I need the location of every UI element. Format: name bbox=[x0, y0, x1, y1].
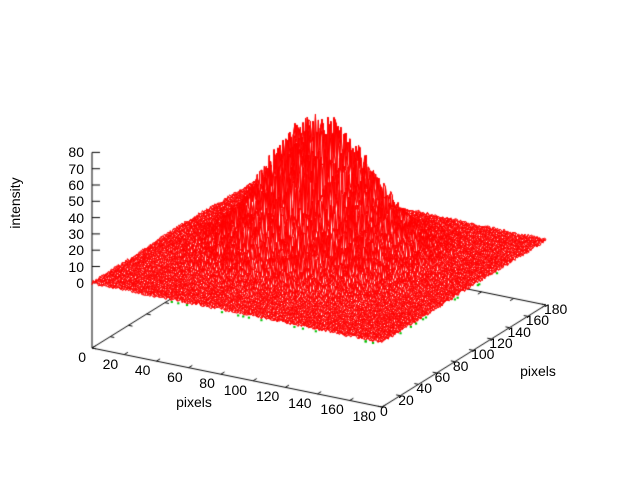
x-tick-label: 20 bbox=[102, 355, 119, 372]
y-tick-label: 140 bbox=[507, 323, 531, 340]
y-tick-label: 80 bbox=[452, 357, 469, 374]
z-tick-label: 70 bbox=[68, 160, 84, 177]
z-axis-title: intensity bbox=[7, 177, 23, 229]
x-tick-label: 40 bbox=[134, 362, 151, 379]
y-tick-label: 0 bbox=[379, 403, 388, 420]
x-tick-label: 160 bbox=[320, 401, 344, 418]
y-tick-label: 160 bbox=[525, 312, 550, 329]
z-tick-label: 20 bbox=[68, 242, 84, 259]
y-tick-label: 20 bbox=[398, 391, 414, 408]
x-tick-label: 100 bbox=[223, 381, 248, 398]
y-tick-label: 100 bbox=[471, 346, 495, 363]
x-tick-label: 80 bbox=[199, 375, 215, 392]
y-tick-label: 120 bbox=[489, 335, 513, 351]
y-tick-label: 60 bbox=[434, 369, 451, 386]
z-tick-label: 40 bbox=[68, 209, 84, 226]
z-tick-label: 50 bbox=[68, 193, 84, 210]
z-tick-label: 60 bbox=[68, 177, 84, 193]
x-tick-label: 180 bbox=[352, 408, 376, 425]
x-tick-label: 140 bbox=[288, 394, 312, 411]
z-tick-label: 80 bbox=[68, 144, 84, 161]
x-axis-title: pixels bbox=[176, 394, 212, 410]
x-tick-label: 60 bbox=[167, 368, 183, 385]
x-tick-label: 120 bbox=[255, 388, 280, 405]
z-tick-label: 30 bbox=[68, 225, 84, 242]
z-tick-label: 0 bbox=[76, 274, 84, 291]
y-axis-title: pixels bbox=[520, 363, 556, 379]
y-tick-label: 40 bbox=[416, 380, 432, 397]
z-tick-label: 10 bbox=[68, 258, 84, 275]
x-tick-label: 0 bbox=[78, 349, 86, 365]
y-tick-label: 180 bbox=[543, 300, 568, 317]
